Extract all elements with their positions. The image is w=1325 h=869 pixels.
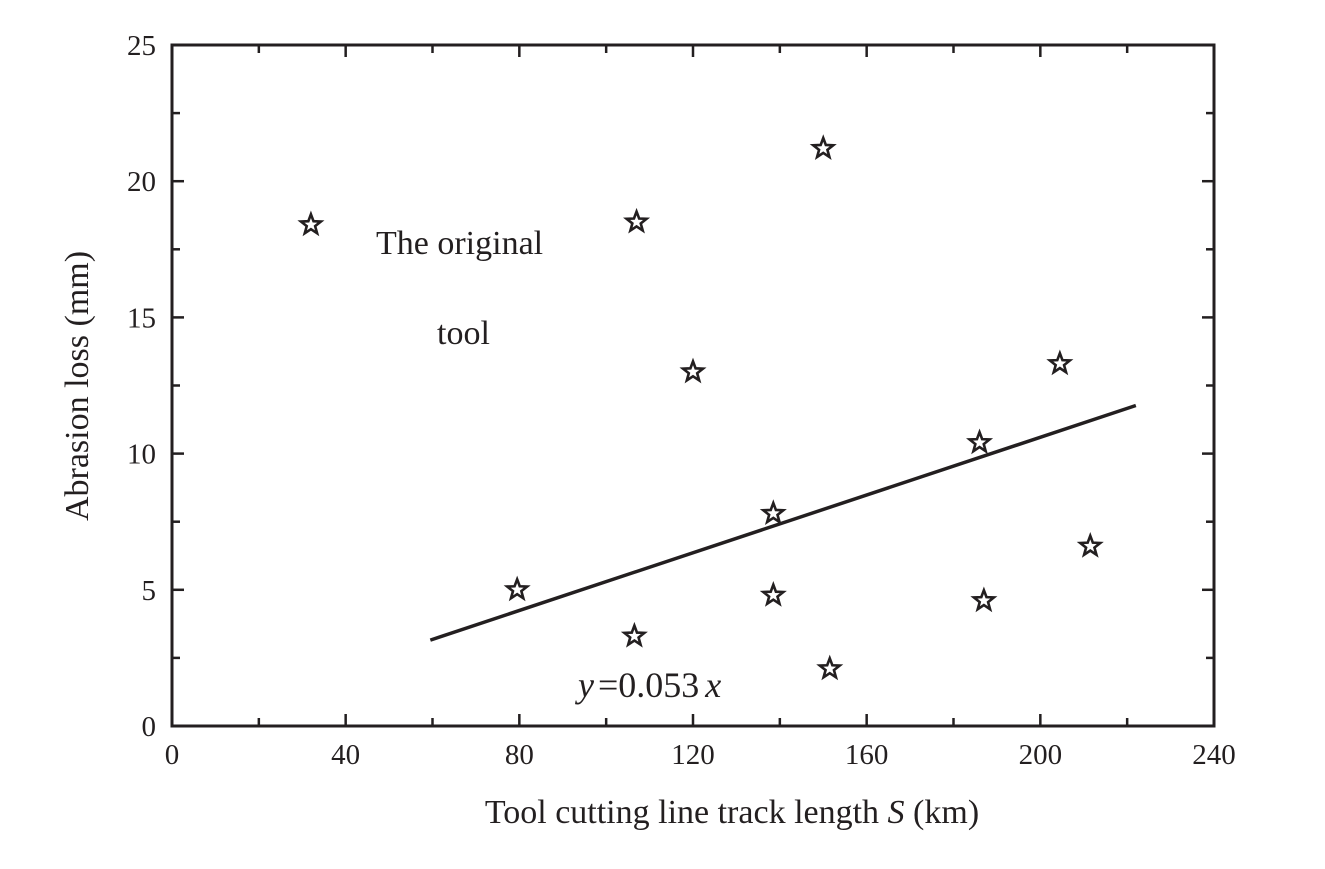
fit-equation-x: x	[704, 665, 721, 705]
x-axis-title: Tool cutting line track length S (km)	[485, 794, 979, 831]
tick-labels: 0 40 80 120 160 200 240 0 5 10 15 20 25	[127, 30, 1236, 771]
x-axis-title-var: S	[888, 794, 905, 831]
x-axis-title-text: Tool cutting line track length	[485, 794, 879, 831]
fit-equation-y: y	[575, 665, 594, 705]
axis-ticks	[170, 43, 1216, 728]
data-point	[503, 575, 531, 602]
data-points	[297, 134, 1104, 681]
x-tick-label: 160	[845, 739, 889, 771]
y-axis-title: Abrasion loss (mm)	[59, 251, 96, 521]
data-point	[1046, 349, 1074, 376]
y-tick-label: 10	[127, 439, 156, 471]
data-point	[1076, 531, 1104, 558]
y-tick-label: 0	[142, 711, 157, 743]
x-axis-title-unit: (km)	[913, 794, 979, 831]
data-point	[620, 621, 648, 648]
fit-line	[429, 403, 1137, 642]
x-tick-label: 200	[1019, 739, 1063, 771]
data-point	[970, 586, 998, 613]
y-tick-label: 25	[127, 30, 156, 62]
x-tick-label: 0	[165, 739, 180, 771]
data-point	[809, 134, 837, 161]
data-point	[297, 210, 325, 237]
fit-equation: y =0.053 x	[575, 665, 721, 705]
data-point	[759, 581, 787, 607]
annotation-line-2: tool	[437, 315, 490, 352]
data-point	[759, 499, 787, 526]
x-tick-label: 240	[1192, 739, 1236, 771]
annotation-line-1: The original	[376, 225, 543, 262]
x-tick-label: 40	[331, 739, 360, 771]
plot-frame	[170, 43, 1216, 728]
y-tick-label: 5	[142, 575, 157, 607]
y-tick-label: 15	[127, 302, 156, 334]
data-point	[623, 207, 651, 234]
data-point	[966, 428, 994, 455]
fit-equation-body: =0.053	[598, 665, 699, 705]
y-tick-label: 20	[127, 166, 156, 198]
data-point	[679, 357, 707, 384]
x-tick-label: 120	[671, 739, 715, 771]
x-tick-label: 80	[505, 739, 534, 771]
data-point	[816, 654, 844, 681]
